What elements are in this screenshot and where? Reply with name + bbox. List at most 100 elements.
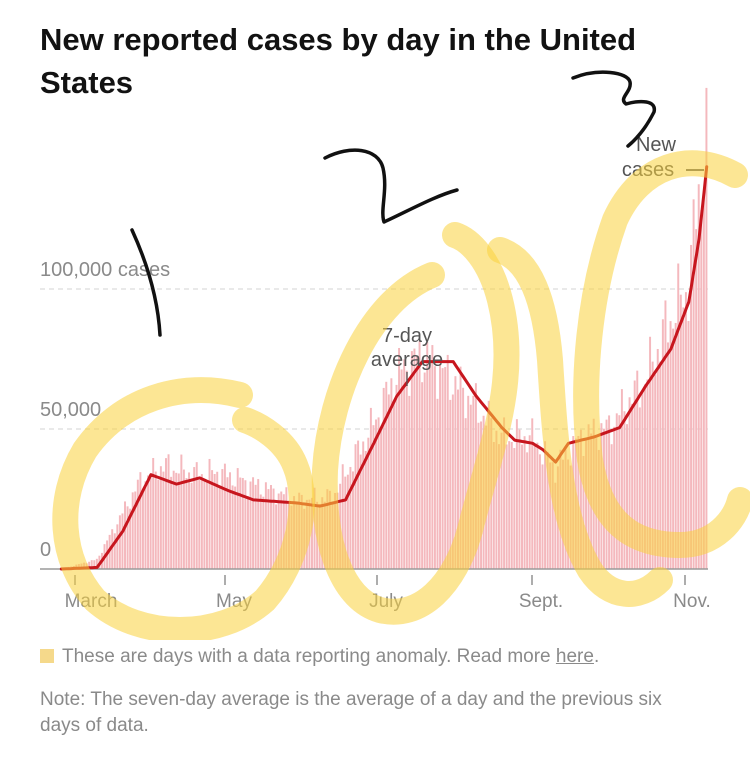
daily-case-bar (357, 440, 360, 569)
daily-case-bar (254, 484, 257, 569)
daily-case-bar (436, 398, 439, 569)
daily-case-bar (264, 482, 267, 569)
daily-case-bar (426, 342, 429, 569)
daily-case-bar (700, 210, 703, 569)
daily-case-bar (147, 475, 150, 569)
daily-case-bar (88, 561, 91, 569)
daily-case-bar (93, 560, 96, 569)
daily-case-bar (344, 476, 347, 569)
daily-case-bar (213, 474, 216, 569)
daily-case-bar (451, 394, 454, 569)
daily-case-bar (541, 464, 544, 569)
daily-case-bar (375, 419, 377, 569)
daily-case-bar (633, 380, 636, 569)
daily-case-bar (369, 407, 372, 569)
daily-case-bar (684, 292, 687, 569)
daily-case-bar (615, 413, 618, 569)
daily-case-bar (188, 472, 191, 569)
highlighter-marks (52, 150, 750, 640)
daily-case-bar (536, 442, 539, 569)
daily-case-bar (508, 441, 511, 569)
read-more-link[interactable]: here (555, 646, 594, 667)
daily-case-bar (433, 366, 436, 569)
daily-case-bar (95, 558, 98, 569)
daily-case-bar (692, 199, 695, 569)
daily-case-bar (131, 492, 134, 569)
daily-case-bar (313, 487, 316, 569)
daily-case-bar (623, 411, 626, 569)
daily-case-bar (674, 322, 677, 569)
daily-case-bar (513, 448, 516, 569)
handwritten-marks (130, 70, 656, 337)
daily-case-bar (492, 442, 495, 569)
daily-case-bar (403, 359, 406, 569)
daily-case-bar (351, 471, 354, 569)
daily-case-bar (149, 475, 152, 569)
daily-case-bar (175, 472, 178, 569)
daily-case-bar (690, 244, 693, 569)
daily-case-bar (387, 394, 390, 569)
daily-case-bar (439, 364, 442, 569)
daily-case-bar (618, 415, 621, 569)
y-tick-0: 0 (40, 539, 51, 561)
daily-case-bar (195, 462, 198, 569)
daily-case-bar (162, 471, 165, 569)
daily-case-bar (454, 376, 457, 569)
daily-case-bar (111, 529, 114, 569)
daily-case-bar (467, 395, 470, 569)
daily-case-bar (380, 429, 383, 569)
daily-case-bar (193, 467, 196, 569)
daily-case-bar (216, 471, 219, 569)
daily-case-bar (687, 321, 690, 569)
daily-case-bar (170, 476, 173, 569)
highlight-circle-3 (487, 237, 673, 607)
daily-case-bar (697, 184, 700, 570)
daily-case-bar (643, 384, 646, 569)
daily-case-bar (661, 319, 664, 569)
daily-case-bar (423, 372, 426, 569)
daily-case-bar (664, 300, 667, 569)
daily-case-bar (346, 474, 349, 569)
daily-case-bar (497, 444, 500, 569)
daily-case-bar (428, 361, 431, 569)
chart-area: 100,000 cases 50,000 0 March May July Sept.… (40, 70, 750, 640)
daily-case-bar (408, 395, 411, 569)
daily-case-bar (459, 366, 462, 569)
daily-case-bar (349, 466, 352, 569)
daily-case-bar (113, 533, 116, 569)
daily-case-bar (167, 454, 170, 569)
daily-case-bar (354, 444, 357, 569)
daily-case-bar (395, 384, 398, 569)
legend-text: These are days with a data reporting ano… (62, 646, 551, 667)
daily-case-bar (246, 495, 249, 569)
daily-case-bar (705, 87, 708, 570)
daily-case-bar (229, 472, 231, 569)
daily-case-bar (152, 457, 155, 569)
daily-case-bar (154, 471, 157, 569)
handwritten-three-mark (571, 70, 656, 148)
daily-case-bar (116, 524, 119, 569)
daily-case-bar (364, 450, 367, 569)
legend-period: . (593, 646, 600, 667)
daily-case-bar (239, 477, 242, 569)
daily-case-bar (441, 368, 444, 569)
daily-case-bar (416, 355, 418, 569)
daily-case-bar (528, 435, 531, 569)
daily-case-bar (421, 382, 424, 569)
daily-case-bar (203, 480, 206, 569)
daily-case-bar (165, 458, 167, 569)
daily-case-bar (226, 477, 229, 569)
daily-case-bar (190, 482, 193, 569)
daily-case-bar (200, 474, 203, 569)
daily-case-bar (185, 478, 188, 569)
daily-case-bar (579, 429, 582, 569)
daily-case-bar (554, 482, 557, 569)
daily-case-bar (413, 348, 416, 569)
daily-case-bar (531, 418, 534, 569)
daily-case-bar (505, 444, 508, 569)
daily-case-bar (241, 477, 244, 569)
daily-case-bar (669, 321, 672, 569)
daily-case-bar (249, 481, 252, 569)
daily-case-bar (372, 425, 375, 569)
daily-case-bar (656, 348, 659, 569)
